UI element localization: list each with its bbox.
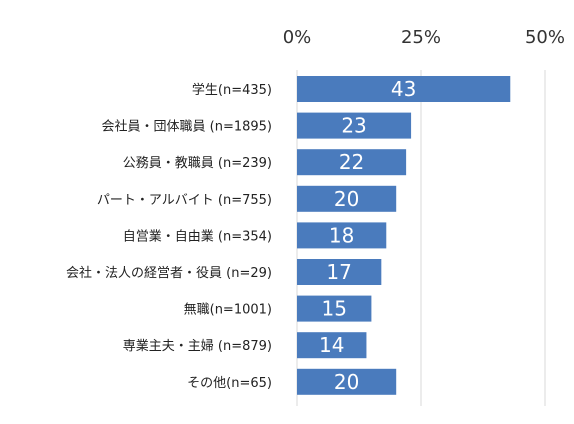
bar — [297, 149, 407, 176]
bar — [297, 332, 367, 359]
category-label: 自営業・自由業 (n=354) — [123, 228, 272, 244]
category-label: 学生(n=435) — [192, 82, 272, 98]
x-tick-label: 50% — [525, 27, 565, 48]
data-label: 22 — [339, 150, 364, 174]
data-label: 17 — [326, 260, 351, 284]
category-label: 公務員・教職員 (n=239) — [123, 155, 272, 171]
bar — [297, 259, 382, 285]
bar — [297, 112, 412, 139]
bar — [297, 76, 511, 102]
bar — [297, 185, 397, 212]
category-label: 会社・法人の経営者・役員 (n=29) — [66, 265, 272, 281]
category-label: その他(n=65) — [187, 376, 272, 391]
data-label: 20 — [334, 370, 359, 394]
data-label: 18 — [329, 223, 354, 247]
category-label: 会社員・団体職員 (n=1895) — [102, 119, 273, 135]
data-label: 15 — [321, 297, 346, 321]
data-label: 23 — [341, 114, 366, 138]
bar — [297, 295, 372, 322]
data-label: 14 — [319, 333, 344, 357]
bar — [297, 368, 397, 395]
data-label: 20 — [334, 187, 359, 211]
x-tick-label: 0% — [283, 27, 312, 48]
bars — [297, 76, 511, 395]
x-axis-ticks: 0% 25% 50% — [283, 27, 565, 48]
bar — [297, 222, 387, 249]
category-labels: 学生(n=435) 会社員・団体職員 (n=1895) 公務員・教職員 (n=239… — [66, 82, 272, 391]
category-label: 専業主夫・主婦 (n=879) — [123, 338, 272, 354]
data-labels: 43 23 22 20 18 17 15 14 20 — [319, 77, 416, 394]
category-label: 無職(n=1001) — [184, 303, 272, 318]
x-tick-label: 25% — [401, 27, 441, 48]
data-label: 43 — [391, 77, 416, 101]
category-label: パート・アルバイト (n=755) — [97, 193, 272, 208]
